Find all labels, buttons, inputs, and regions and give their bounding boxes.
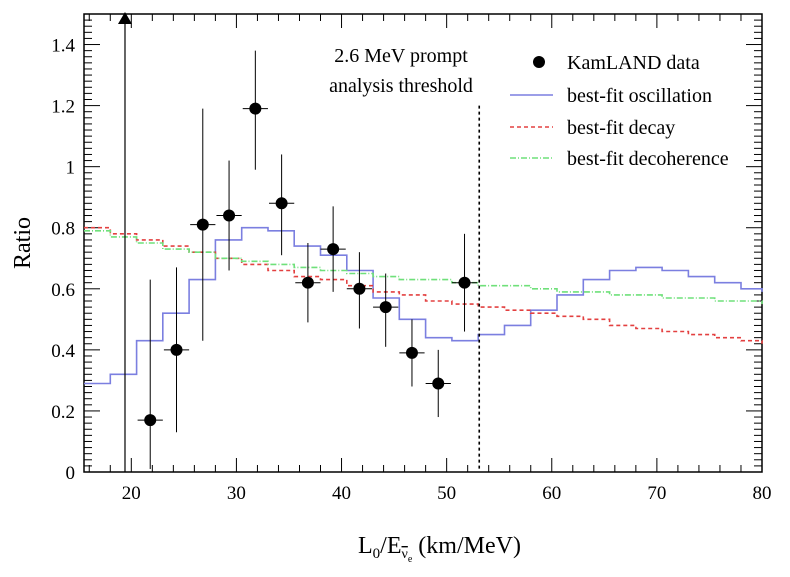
x-tick-label: 60 xyxy=(542,483,561,504)
curve-best-fit-oscillation xyxy=(84,226,763,385)
legend-marker-data xyxy=(533,56,545,68)
y-tick-label: 0.8 xyxy=(51,219,75,240)
annotation-line-2: analysis threshold xyxy=(329,75,473,97)
curve-best-fit-decay xyxy=(84,226,763,344)
data-point xyxy=(196,218,209,231)
y-tick-label: 0 xyxy=(66,463,76,484)
legend-label-decoherence: best-fit decoherence xyxy=(567,148,729,170)
tick-labels: 20 30 40 50 60 70 80 0 0.2 0.4 0.6 0.8 1 1.2 1.4 xyxy=(51,36,771,504)
x-label-nu: ν xyxy=(402,547,408,562)
x-label-slash-e: /E xyxy=(380,533,401,559)
x-tick-label: 50 xyxy=(437,483,456,504)
x-tick-label: 30 xyxy=(227,483,246,504)
y-tick-label: 0.6 xyxy=(51,280,75,301)
upward-arrow xyxy=(117,12,132,472)
x-label-L: L xyxy=(358,533,373,559)
y-tick-label: 1 xyxy=(66,158,76,179)
data-point xyxy=(405,346,418,359)
plot-frame xyxy=(83,13,763,473)
data-point xyxy=(432,377,445,390)
y-axis-label: Ratio xyxy=(10,217,36,269)
data-point xyxy=(170,343,183,356)
data-point xyxy=(379,301,392,314)
annotation-line-1: 2.6 MeV prompt xyxy=(334,45,468,67)
data-point xyxy=(275,197,288,210)
data-point xyxy=(353,282,366,295)
x-label-units: (km/MeV) xyxy=(418,533,521,559)
model-curves xyxy=(84,226,763,385)
data-points xyxy=(137,50,478,469)
y-tick-label: 1.2 xyxy=(51,97,75,118)
y-tick-label: 1.4 xyxy=(51,36,75,57)
data-point xyxy=(249,102,262,115)
legend-label-oscillation: best-fit oscillation xyxy=(567,85,712,107)
x-tick-label: 20 xyxy=(122,483,141,504)
arrow-head xyxy=(117,12,132,24)
x-label-sub0: 0 xyxy=(373,546,381,562)
x-label-sub-e: e xyxy=(408,554,413,565)
legend-label-decay: best-fit decay xyxy=(567,117,675,139)
data-point xyxy=(458,276,471,289)
y-tick-label: 0.2 xyxy=(51,402,75,423)
x-tick-label: 70 xyxy=(647,483,666,504)
x-axis-label: L0/Eνe (km/MeV) xyxy=(358,533,521,565)
data-point xyxy=(144,414,157,427)
data-point xyxy=(223,209,236,222)
curve-best-fit-decoherence xyxy=(84,230,763,305)
x-tick-label: 40 xyxy=(332,483,351,504)
axis-ticks xyxy=(84,13,763,473)
x-tick-label: 80 xyxy=(753,483,772,504)
legend: KamLAND data best-fit oscillation best-f… xyxy=(510,52,729,170)
y-tick-label: 0.4 xyxy=(51,341,75,362)
data-point xyxy=(327,243,340,256)
data-point xyxy=(301,276,314,289)
legend-label-data: KamLAND data xyxy=(567,52,700,74)
